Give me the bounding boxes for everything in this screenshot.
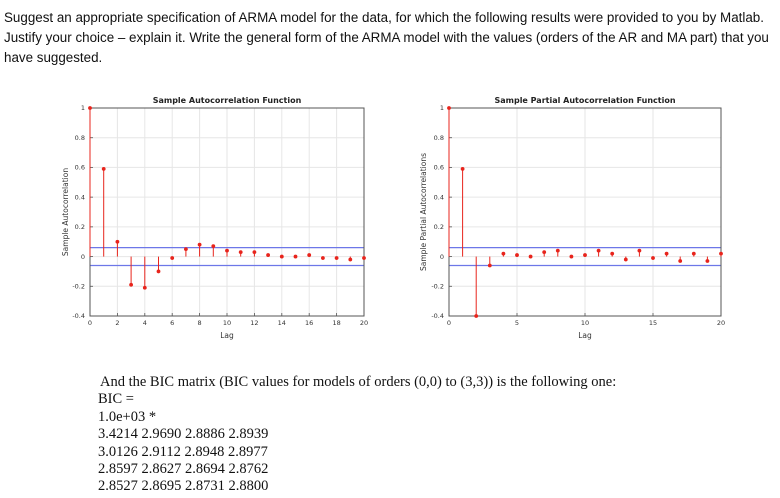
stem-marker <box>569 254 574 259</box>
y-tick-label: -0.4 <box>72 312 85 320</box>
x-tick-label: 10 <box>223 319 231 327</box>
stem-marker <box>348 257 353 262</box>
stem-marker <box>610 251 615 256</box>
stem-marker <box>321 256 325 260</box>
y-tick-label: 0.2 <box>75 223 85 231</box>
acf-pacf-plots: 0 2 4 6 8 10 12 14 16 18 20-0.4-0.200.20.40.60.81S… <box>61 96 725 340</box>
stem-marker <box>678 259 683 263</box>
stem-marker <box>501 251 506 256</box>
stem-marker <box>487 263 492 268</box>
stem-marker <box>101 167 106 171</box>
y-tick-label: 1 <box>81 104 85 112</box>
y-tick-label: -0.4 <box>431 312 444 320</box>
stem-marker <box>115 239 120 244</box>
x-tick-label: 8 <box>198 319 202 327</box>
stem-marker <box>515 253 519 257</box>
stem-marker <box>651 256 655 260</box>
bic-intro: And the BIC matrix (BIC values for model… <box>100 374 617 390</box>
stem-marker <box>705 259 710 263</box>
chart-title: Sample Autocorrelation Function <box>153 96 302 105</box>
stem-marker <box>474 314 479 318</box>
stem-marker <box>664 251 669 256</box>
stem-marker <box>266 253 270 257</box>
y-tick-label: 0.8 <box>75 134 85 142</box>
bic-row: 3.4214 2.9690 2.8886 2.8939 <box>98 426 269 443</box>
stem-marker <box>307 253 312 257</box>
stem-marker <box>156 269 161 274</box>
bic-section: And the BIC matrix (BIC values for model… <box>98 374 698 496</box>
stem-marker <box>542 250 547 255</box>
stem-marker <box>583 253 587 257</box>
y-tick-label: 0.4 <box>75 193 85 201</box>
y-tick-label: 0.6 <box>434 164 444 172</box>
x-tick-label: 14 <box>278 319 286 327</box>
chart-panel-0: 0 2 4 6 8 10 12 14 16 18 20 -0.4 -0.2 0 0.2 0.4 0.6 0.8 1 S… <box>61 96 368 340</box>
question-text: Suggest an appropriate specification of … <box>4 10 769 65</box>
x-tick-label: 5 <box>515 319 519 327</box>
chart-title: Sample Partial Autocorrelation Function <box>494 96 675 105</box>
y-tick-label: 1 <box>440 104 444 112</box>
x-tick-label: 4 <box>143 319 147 327</box>
stem-marker <box>623 257 628 262</box>
x-axis-label: Lag <box>220 331 234 340</box>
x-tick-label: 20 <box>717 319 725 327</box>
y-axis-label: Sample Partial Autocorrelations <box>419 153 428 271</box>
x-tick-label: 20 <box>360 319 368 327</box>
bic-row: 3.0126 2.9112 2.8948 2.8977 <box>98 443 268 460</box>
y-tick-label: 0.8 <box>434 134 444 142</box>
stem-marker <box>225 248 229 253</box>
stem-marker <box>293 254 298 259</box>
x-tick-label: 0 <box>88 319 92 327</box>
stem-marker <box>184 247 188 252</box>
stem-marker <box>555 248 560 253</box>
stem-marker <box>460 167 465 171</box>
stem-marker <box>596 248 601 253</box>
x-tick-label: 15 <box>649 319 657 327</box>
x-tick-label: 2 <box>115 319 119 327</box>
bic-matrix: 3.4214 2.9690 2.8886 2.8939 3.0126 2.911… <box>98 426 698 496</box>
stem-marker <box>637 248 642 253</box>
bic-label: BIC = <box>98 391 134 408</box>
stem-marker <box>279 254 284 259</box>
stem-marker <box>129 282 134 287</box>
bic-row: 2.8597 2.8627 2.8694 2.8762 <box>98 461 269 478</box>
y-axis-label: Sample Autocorrelation <box>61 168 70 256</box>
stem-marker <box>211 244 216 249</box>
chart-panel-1: 0 5 10 15 20 -0.4 -0.2 0 0.2 0.4 0.6 0.8 1 Sample Par… <box>419 96 725 340</box>
bic-row: 2.8527 2.8695 2.8731 2.8800 <box>98 478 269 495</box>
x-tick-label: 16 <box>305 319 313 327</box>
x-tick-label: 6 <box>170 319 174 327</box>
y-tick-label: 0.6 <box>75 164 85 172</box>
stem-marker <box>334 256 339 260</box>
bic-scale: 1.0e+03 * <box>98 408 157 425</box>
y-tick-label: 0 <box>81 253 85 261</box>
x-tick-label: 12 <box>250 319 258 327</box>
x-tick-label: 0 <box>447 319 451 327</box>
stem-marker <box>447 106 451 110</box>
y-tick-label: 0 <box>440 253 444 261</box>
stem-marker <box>719 251 723 256</box>
y-tick-label: -0.2 <box>72 282 85 290</box>
stem-marker <box>238 250 243 255</box>
y-tick-label: 0.4 <box>434 193 444 201</box>
stem-marker <box>691 251 696 256</box>
stem-marker <box>252 250 257 255</box>
stem-marker <box>528 254 533 259</box>
stem-marker <box>88 106 92 110</box>
stem-marker <box>142 285 147 290</box>
x-tick-label: 18 <box>332 319 340 327</box>
x-axis-label: Lag <box>578 331 592 340</box>
x-tick-label: 10 <box>581 319 589 327</box>
stem-marker <box>362 256 366 260</box>
y-tick-label: -0.2 <box>431 282 444 290</box>
stem-marker <box>170 256 175 260</box>
stem-marker <box>197 242 202 247</box>
plots-container: 0 2 4 6 8 10 12 14 16 18 20 -0.4 -0.2 0 0.2 0.4 0.6 0.8 1 S… <box>0 90 780 348</box>
y-tick-label: 0.2 <box>434 223 444 231</box>
